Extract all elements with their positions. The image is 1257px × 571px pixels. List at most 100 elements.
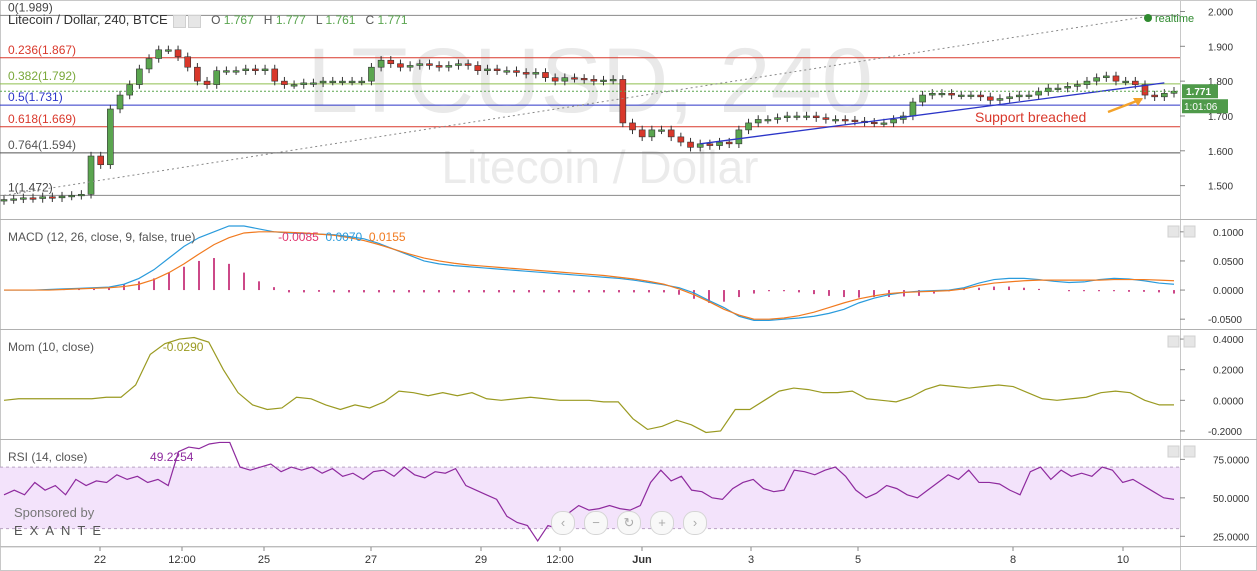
macd-readout-signal: 0.0155 <box>368 230 406 244</box>
candle-body <box>754 119 762 124</box>
price-tag-label: 1.771 <box>1186 87 1211 98</box>
main-legend: Litecoin / Dollar, 240, BTCE O 1.767 H 1… <box>8 12 408 28</box>
zoom-out-icon[interactable]: − <box>584 511 608 535</box>
price-tag-bg <box>1182 84 1218 99</box>
fib-level-label: 0(1.989) <box>8 0 53 14</box>
candle-body <box>948 93 955 96</box>
time-tick-label: 29 <box>475 554 487 566</box>
symbol-title: Litecoin / Dollar, 240, BTCE <box>8 12 168 27</box>
candle-body <box>851 119 859 122</box>
candle-body <box>745 122 752 131</box>
candle-body <box>841 119 849 122</box>
candle-body <box>213 70 221 85</box>
candle-body <box>1083 80 1091 85</box>
mom-pane-up-icon <box>1167 335 1180 348</box>
candle-body <box>252 68 259 71</box>
momentum-line <box>3 336 1174 434</box>
low-value: 1.761 <box>325 13 356 27</box>
sponsor-box[interactable]: Sponsored by EXANTE <box>14 505 108 538</box>
price-tick-label: 1.500 <box>1208 182 1233 193</box>
macd-readout-macd: 0.0070 <box>325 230 363 244</box>
candle-body <box>638 129 646 138</box>
macd-line <box>4 225 1175 321</box>
zoom-in-icon[interactable]: + <box>650 511 674 535</box>
candle-body <box>571 77 578 80</box>
chevron-right-icon[interactable]: › <box>683 511 707 535</box>
open-label: O <box>211 13 221 27</box>
candle-body <box>764 119 772 122</box>
candle-body <box>165 49 172 52</box>
candle-body <box>339 80 346 83</box>
time-tick-label: 3 <box>748 554 754 566</box>
candle-body <box>20 197 27 200</box>
candle-body <box>600 79 607 82</box>
candle-body <box>716 141 723 146</box>
rsi-pane-down-icon <box>1183 445 1196 458</box>
candle-body <box>513 70 520 73</box>
high-label: H <box>263 13 273 27</box>
rsi-tick-label: 25.0000 <box>1213 532 1250 543</box>
main-pane-controls[interactable] <box>171 14 202 28</box>
candle-body <box>696 143 704 148</box>
candle-body <box>1015 94 1023 98</box>
candle-body <box>648 129 656 138</box>
rsi-legend: RSI (14, close) 49.2254 <box>8 450 193 464</box>
mom-tick-label: 0.0000 <box>1213 396 1244 407</box>
candle-body <box>832 119 839 122</box>
watermark-name: Litecoin / Dollar <box>441 141 758 193</box>
candle-body <box>435 65 443 68</box>
time-tick-label: 22 <box>94 554 106 566</box>
candle-body <box>416 63 424 66</box>
candle-body <box>967 94 975 97</box>
candle-body <box>687 141 694 148</box>
candle-body <box>387 59 395 65</box>
candle-body <box>126 84 134 96</box>
macd-legend: MACD (12, 26, close, 9, false, true) -0.… <box>8 230 406 244</box>
low-label: L <box>315 13 323 27</box>
macd-tick-label: 0.0500 <box>1213 257 1244 268</box>
candle-body <box>919 94 926 103</box>
candle-body <box>484 68 491 71</box>
fib-level-label: 1(1.472) <box>8 180 53 194</box>
fib-level-label: 0.764(1.594) <box>8 138 76 152</box>
time-tick-label: Jun <box>632 554 652 566</box>
candle-body <box>68 195 75 198</box>
candle-body <box>986 96 994 101</box>
timer-tag-bg <box>1182 99 1228 114</box>
gear-icon[interactable] <box>188 14 202 28</box>
price-tick-label: 1.900 <box>1208 42 1233 53</box>
time-tick-label: 27 <box>365 554 377 566</box>
time-tick-label: 12:00 <box>546 554 574 566</box>
mom-tick-label: 0.4000 <box>1213 335 1244 346</box>
candle-body <box>290 84 298 87</box>
candle-body <box>561 77 569 82</box>
candle-body <box>996 98 1004 101</box>
time-tick-label: 12:00 <box>168 554 196 566</box>
candle-body <box>426 63 433 66</box>
candle-body <box>445 65 453 68</box>
eye-icon[interactable] <box>173 14 187 28</box>
annotation-arrowhead-icon <box>1133 98 1143 106</box>
price-tick-label: 1.800 <box>1208 77 1233 88</box>
dotted-trendline <box>3 14 1155 196</box>
price-tick-label: 1.600 <box>1208 147 1233 158</box>
candle-body <box>1074 84 1081 87</box>
candle-body <box>39 196 46 199</box>
macd-title: MACD (12, 26, close, 9, false, true) <box>8 230 196 244</box>
candle-body <box>1035 91 1042 96</box>
candle-body <box>10 198 17 201</box>
candle-body <box>928 93 936 96</box>
candle-body <box>1064 86 1071 89</box>
candle-body <box>1093 77 1100 82</box>
candle-body <box>281 80 288 85</box>
reset-icon[interactable]: ↻ <box>617 511 641 535</box>
price-tick-label: 2.000 <box>1208 7 1233 18</box>
fib-level-label: 0.618(1.669) <box>8 112 76 126</box>
candle-body <box>774 117 781 120</box>
candle-body <box>97 155 104 166</box>
candle-body <box>793 115 801 118</box>
chevron-left-icon[interactable]: ‹ <box>551 511 575 535</box>
candle-body <box>580 78 588 81</box>
macd-pane-down-icon <box>1183 225 1196 238</box>
